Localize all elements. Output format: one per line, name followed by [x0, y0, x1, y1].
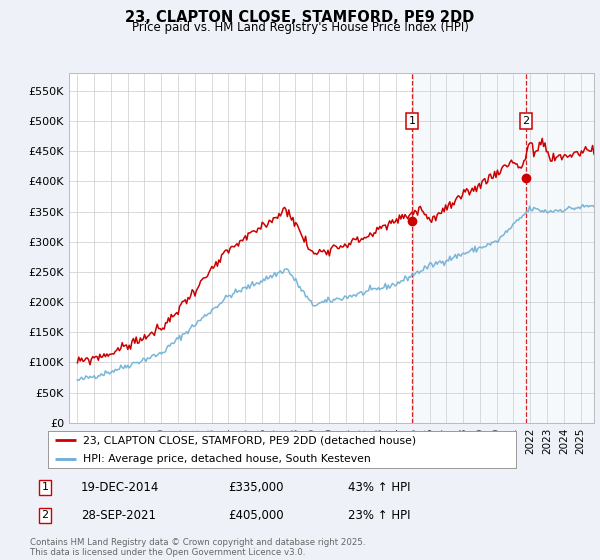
Text: Price paid vs. HM Land Registry's House Price Index (HPI): Price paid vs. HM Land Registry's House … — [131, 21, 469, 34]
Bar — [412, 73, 594, 423]
Text: 43% ↑ HPI: 43% ↑ HPI — [348, 480, 410, 494]
Text: 2: 2 — [523, 116, 530, 126]
Text: 1: 1 — [409, 116, 416, 126]
Text: 1: 1 — [41, 482, 49, 492]
Text: 23, CLAPTON CLOSE, STAMFORD, PE9 2DD: 23, CLAPTON CLOSE, STAMFORD, PE9 2DD — [125, 10, 475, 25]
Text: 2: 2 — [41, 510, 49, 520]
Text: Contains HM Land Registry data © Crown copyright and database right 2025.
This d: Contains HM Land Registry data © Crown c… — [30, 538, 365, 557]
Text: £405,000: £405,000 — [228, 508, 284, 522]
Text: 23% ↑ HPI: 23% ↑ HPI — [348, 508, 410, 522]
Text: 23, CLAPTON CLOSE, STAMFORD, PE9 2DD (detached house): 23, CLAPTON CLOSE, STAMFORD, PE9 2DD (de… — [83, 435, 416, 445]
Text: 19-DEC-2014: 19-DEC-2014 — [81, 480, 160, 494]
Text: £335,000: £335,000 — [228, 480, 284, 494]
Text: 28-SEP-2021: 28-SEP-2021 — [81, 508, 156, 522]
Text: HPI: Average price, detached house, South Kesteven: HPI: Average price, detached house, Sout… — [83, 454, 371, 464]
